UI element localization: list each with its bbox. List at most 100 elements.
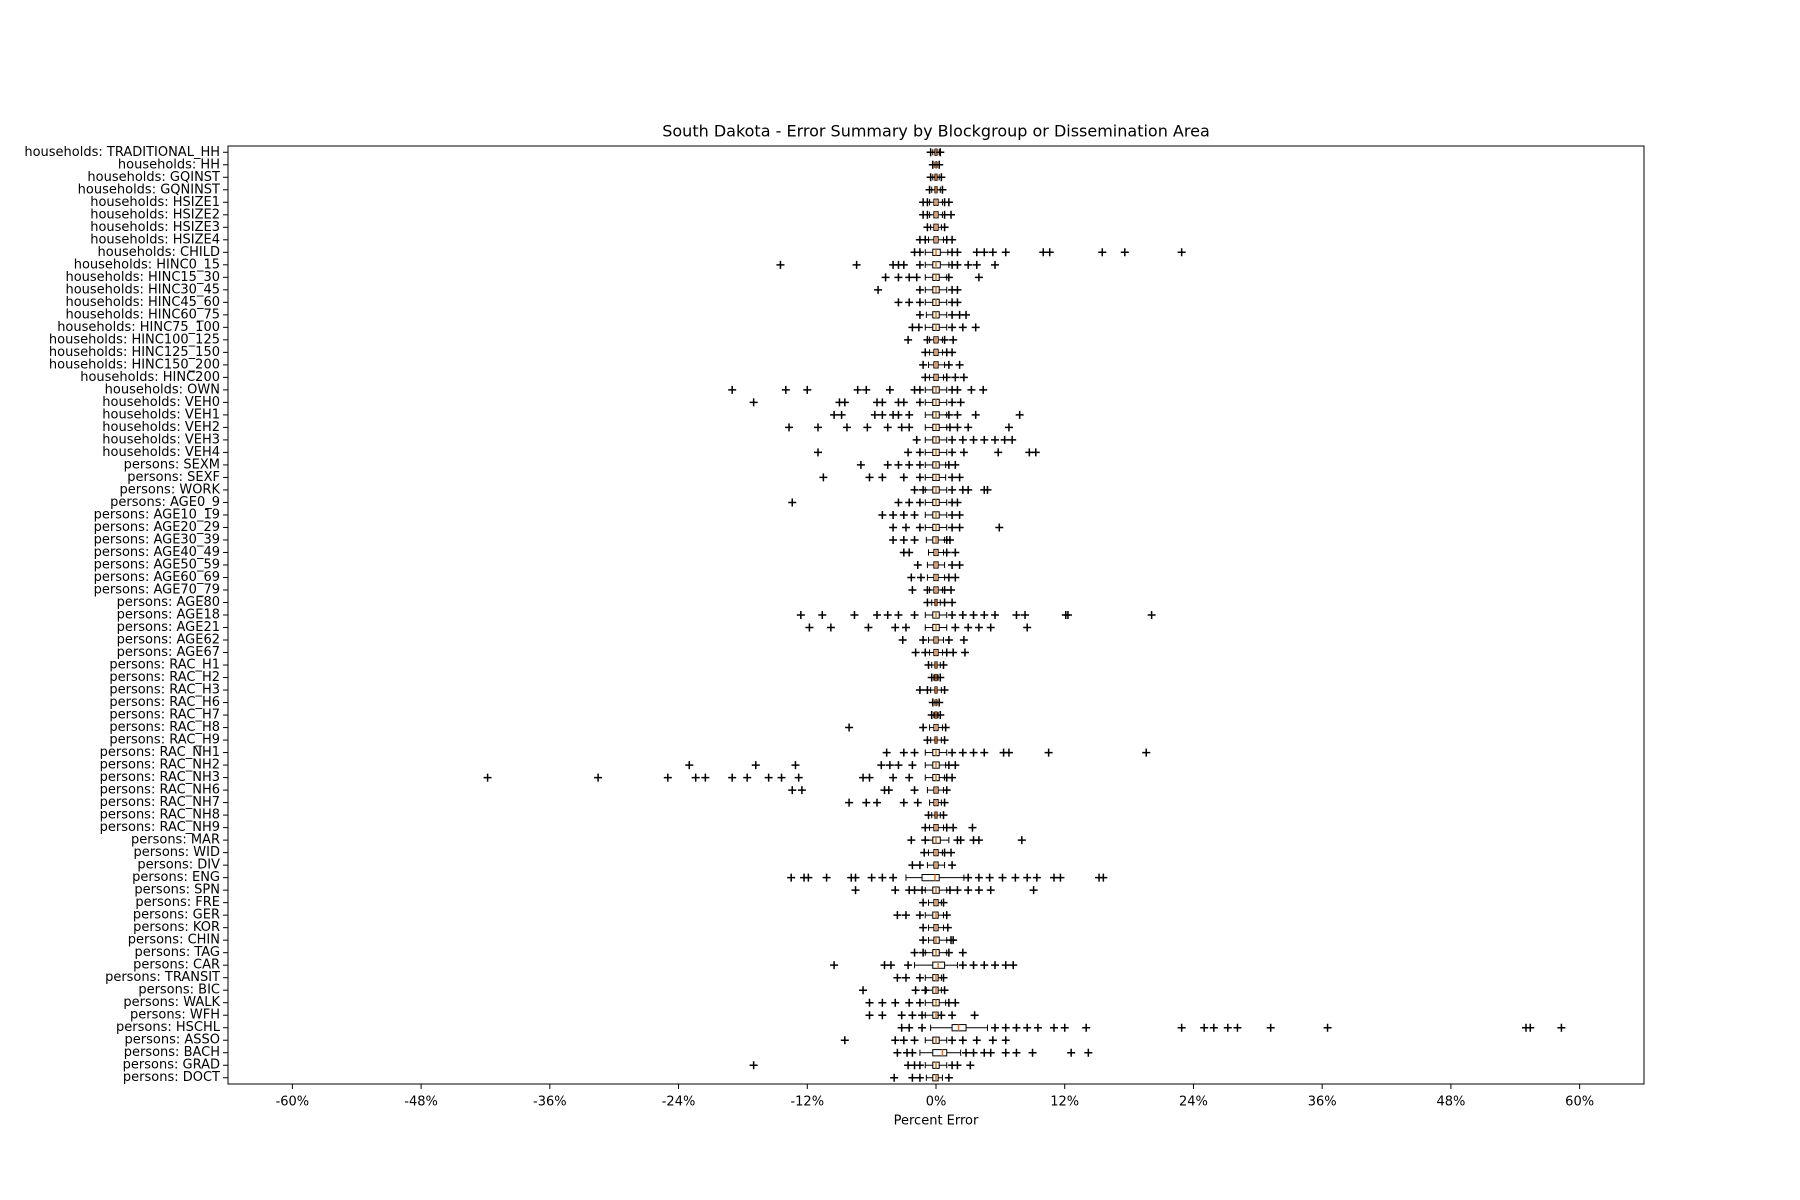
y-tick-label: persons: MAR	[131, 833, 220, 848]
outlier	[794, 773, 803, 782]
outlier	[840, 398, 849, 407]
y-tick-label: persons: DIV	[137, 858, 220, 873]
y-tick-label: households: HINC200	[80, 370, 220, 385]
outlier	[915, 298, 924, 307]
outlier	[878, 398, 887, 407]
y-tick-label: households: VEH1	[102, 407, 220, 422]
outlier	[915, 473, 924, 482]
y-tick-label: households: GQNINST	[78, 182, 220, 197]
outlier	[940, 986, 949, 995]
outlier	[1001, 1048, 1010, 1057]
outlier	[894, 273, 903, 282]
outlier	[908, 1048, 917, 1057]
outlier	[980, 611, 989, 619]
outlier	[830, 961, 839, 970]
outlier	[751, 761, 760, 770]
outlier	[948, 348, 957, 357]
x-tick-label: 48%	[1436, 1095, 1465, 1110]
outlier	[941, 723, 950, 732]
outlier	[873, 798, 881, 807]
outlier	[964, 260, 973, 269]
outlier	[921, 235, 930, 244]
y-tick-label: persons: WORK	[120, 482, 221, 497]
y-tick-label: persons: ASSO	[125, 1033, 220, 1048]
outlier	[884, 786, 893, 795]
outlier	[891, 623, 900, 632]
outlier	[936, 711, 945, 720]
outlier	[1015, 410, 1024, 419]
outlier	[883, 611, 892, 619]
x-tick-label: 24%	[1179, 1095, 1208, 1110]
y-tick-label: persons: RAC_H2	[109, 670, 220, 685]
outlier	[1001, 248, 1010, 257]
outlier	[1004, 423, 1013, 432]
outlier	[901, 623, 910, 632]
outlier	[901, 973, 910, 982]
outlier	[948, 398, 957, 407]
outlier	[905, 773, 914, 782]
outlier	[1008, 435, 1017, 444]
outlier	[953, 410, 962, 419]
outlier	[1266, 1023, 1275, 1032]
outlier	[910, 786, 919, 795]
outlier	[953, 260, 962, 269]
outlier	[918, 1011, 927, 1020]
outlier	[1045, 248, 1054, 257]
outlier	[923, 598, 932, 607]
outlier	[819, 473, 828, 482]
x-tick-label: -24%	[662, 1095, 696, 1110]
outlier	[899, 398, 908, 407]
outlier	[878, 873, 887, 882]
outlier	[911, 648, 920, 657]
outlier	[826, 623, 835, 632]
outlier	[910, 748, 919, 757]
outlier	[913, 560, 922, 569]
outlier	[945, 886, 954, 895]
outlier	[1004, 748, 1013, 757]
outlier	[921, 348, 930, 357]
outlier	[986, 886, 995, 895]
y-tick-label: households: HINC75_100	[57, 320, 220, 335]
y-tick-label: persons: RAC_NH1	[100, 745, 220, 760]
outlier	[889, 510, 898, 519]
outlier	[948, 435, 957, 444]
outlier	[1209, 1023, 1218, 1032]
outlier	[944, 636, 953, 645]
outlier	[908, 761, 917, 770]
outlier	[901, 911, 910, 920]
y-tick-label: persons: GER	[133, 908, 220, 923]
outlier	[777, 773, 786, 782]
y-tick-label: households: VEH4	[102, 445, 220, 460]
box	[921, 874, 940, 882]
outlier	[910, 948, 919, 957]
outlier	[915, 285, 924, 294]
y-tick-label: persons: AGE50_59	[94, 557, 220, 572]
outlier	[974, 273, 983, 282]
y-tick-label: persons: RAC_H8	[109, 720, 220, 735]
outlier	[870, 410, 879, 419]
outlier	[728, 773, 737, 782]
outlier	[937, 1011, 946, 1020]
outlier	[943, 923, 952, 932]
y-tick-label: households: TRADITIONAL_HH	[24, 145, 220, 160]
outlier	[905, 410, 914, 419]
outlier	[1082, 1023, 1091, 1032]
outlier	[915, 861, 924, 870]
outlier	[822, 873, 831, 882]
outlier	[974, 836, 983, 845]
outlier	[920, 848, 929, 857]
outlier	[951, 460, 960, 469]
outlier	[891, 886, 900, 895]
y-tick-label: persons: BIC	[138, 983, 220, 998]
box	[932, 1049, 948, 1057]
outlier	[955, 523, 964, 532]
outlier	[1021, 611, 1030, 619]
y-tick-label: persons: RAC_NH7	[100, 795, 220, 810]
outlier	[852, 260, 861, 269]
y-tick-label: persons: SPN	[134, 883, 220, 898]
outlier	[953, 248, 962, 257]
outlier	[948, 861, 957, 870]
outlier	[974, 623, 983, 632]
outlier	[908, 861, 917, 870]
outlier	[959, 373, 968, 382]
